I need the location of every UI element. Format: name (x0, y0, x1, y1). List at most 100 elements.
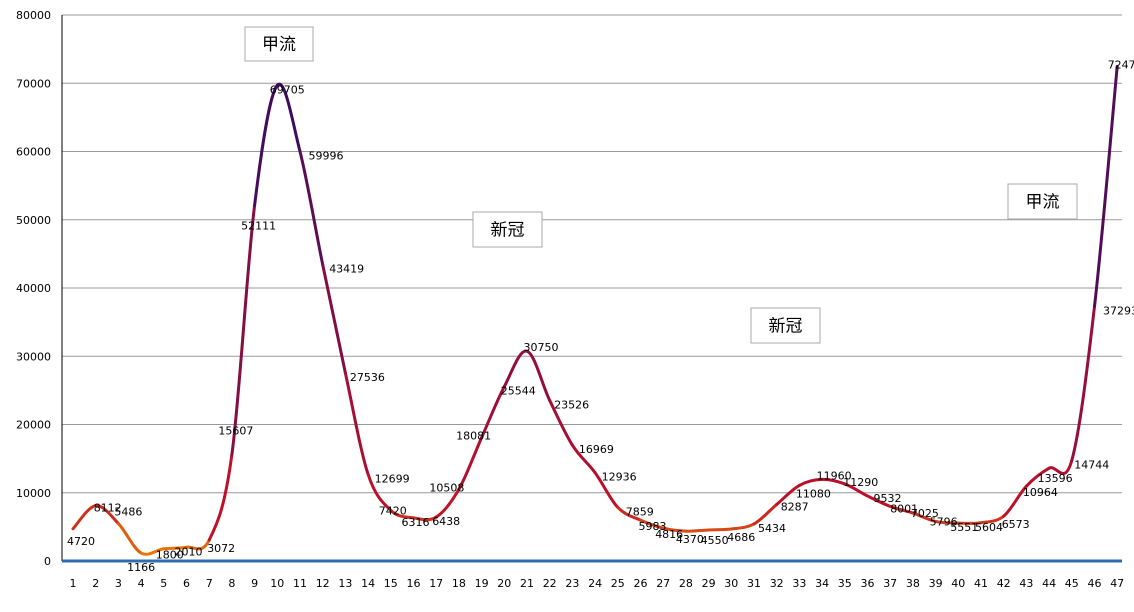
series-segment (686, 530, 709, 531)
x-tick-label: 12 (316, 577, 330, 590)
data-label: 30750 (524, 341, 559, 354)
data-label: 10964 (1023, 486, 1058, 499)
x-tick-label: 14 (361, 577, 375, 590)
series-segment (300, 152, 323, 265)
series-segment (345, 373, 368, 474)
data-label: 8287 (781, 500, 809, 513)
annotation-text: 新冠 (491, 221, 525, 241)
series-segment (323, 265, 346, 373)
data-label: 23526 (554, 398, 589, 411)
y-tick-label: 20000 (16, 419, 51, 432)
x-tick-label: 15 (384, 577, 398, 590)
data-label: 11290 (843, 476, 878, 489)
data-label: 12699 (375, 472, 410, 485)
series-segment (1095, 66, 1118, 306)
data-label: 1166 (127, 561, 155, 574)
data-label: 4686 (727, 531, 755, 544)
y-tick-label: 70000 (16, 77, 51, 90)
data-label: 6438 (432, 515, 460, 528)
data-label: 15607 (218, 424, 253, 437)
x-tick-label: 17 (429, 577, 443, 590)
data-label: 11080 (796, 487, 831, 500)
data-label: 52111 (241, 219, 276, 232)
x-tick-label: 35 (838, 577, 852, 590)
data-label: 37293 (1103, 304, 1134, 317)
x-tick-label: 5 (160, 577, 167, 590)
data-label: 16969 (579, 443, 614, 456)
x-tick-label: 47 (1110, 577, 1124, 590)
data-label: 72475 (1108, 58, 1134, 71)
x-tick-label: 9 (251, 577, 258, 590)
series-segment (232, 205, 255, 454)
x-tick-label: 26 (634, 577, 648, 590)
series-segment (1072, 306, 1095, 460)
annotation-text: 甲流 (262, 35, 296, 55)
x-tick-label: 46 (1088, 577, 1102, 590)
x-tick-label: 16 (407, 577, 421, 590)
x-tick-label: 44 (1042, 577, 1056, 590)
x-tick-label: 31 (747, 577, 761, 590)
data-label: 5486 (114, 506, 142, 519)
data-label: 13596 (1038, 472, 1073, 485)
x-tick-label: 29 (702, 577, 716, 590)
y-tick-label: 60000 (16, 146, 51, 159)
x-tick-label: 27 (656, 577, 670, 590)
data-label: 10508 (429, 481, 464, 494)
data-label: 3072 (207, 542, 235, 555)
x-tick-label: 37 (883, 577, 897, 590)
x-tick-label: 21 (520, 577, 534, 590)
x-tick-label: 28 (679, 577, 693, 590)
series-segment (209, 454, 232, 540)
data-label: 5604 (975, 521, 1003, 534)
x-tick-label: 42 (997, 577, 1011, 590)
x-tick-label: 2 (92, 577, 99, 590)
data-label: 6316 (402, 516, 430, 529)
x-tick-label: 23 (565, 577, 579, 590)
x-tick-label: 34 (815, 577, 829, 590)
x-tick-label: 7 (206, 577, 213, 590)
x-tick-label: 6 (183, 577, 190, 590)
series-segment (709, 529, 732, 530)
x-tick-label: 33 (792, 577, 806, 590)
data-label: 12936 (602, 471, 637, 484)
data-label: 4550 (701, 534, 729, 547)
x-tick-label: 45 (1065, 577, 1079, 590)
y-tick-label: 10000 (16, 487, 51, 500)
x-tick-label: 39 (929, 577, 943, 590)
x-tick-label: 24 (588, 577, 602, 590)
series (73, 66, 1117, 554)
data-label: 18081 (456, 430, 491, 443)
x-tick-label: 1 (70, 577, 77, 590)
x-tick-label: 4 (138, 577, 145, 590)
data-label: 25544 (501, 385, 536, 398)
x-tick-label: 30 (724, 577, 738, 590)
x-tick-label: 13 (338, 577, 352, 590)
annotation-text: 新冠 (769, 317, 803, 337)
x-tick-label: 38 (906, 577, 920, 590)
data-label: 4720 (67, 535, 95, 548)
x-tick-label: 20 (497, 577, 511, 590)
x-tick-label: 22 (543, 577, 557, 590)
data-label: 69705 (270, 83, 305, 96)
y-tick-label: 30000 (16, 350, 51, 363)
y-tick-label: 0 (44, 555, 51, 568)
series-segment (255, 85, 278, 205)
data-label: 2010 (175, 545, 203, 558)
series-segment (731, 524, 754, 529)
x-tick-label: 11 (293, 577, 307, 590)
x-tick-label: 8 (228, 577, 235, 590)
y-tick-label: 50000 (16, 214, 51, 227)
x-tick-label: 41 (974, 577, 988, 590)
y-tick-label: 40000 (16, 282, 51, 295)
data-label: 14744 (1074, 458, 1109, 471)
data-label: 27536 (350, 371, 385, 384)
series-segment (73, 506, 96, 529)
axes: 0100002000030000400005000060000700008000… (16, 9, 1124, 590)
data-label: 5434 (758, 522, 786, 535)
x-tick-label: 32 (770, 577, 784, 590)
x-tick-label: 40 (951, 577, 965, 590)
x-tick-label: 43 (1019, 577, 1033, 590)
